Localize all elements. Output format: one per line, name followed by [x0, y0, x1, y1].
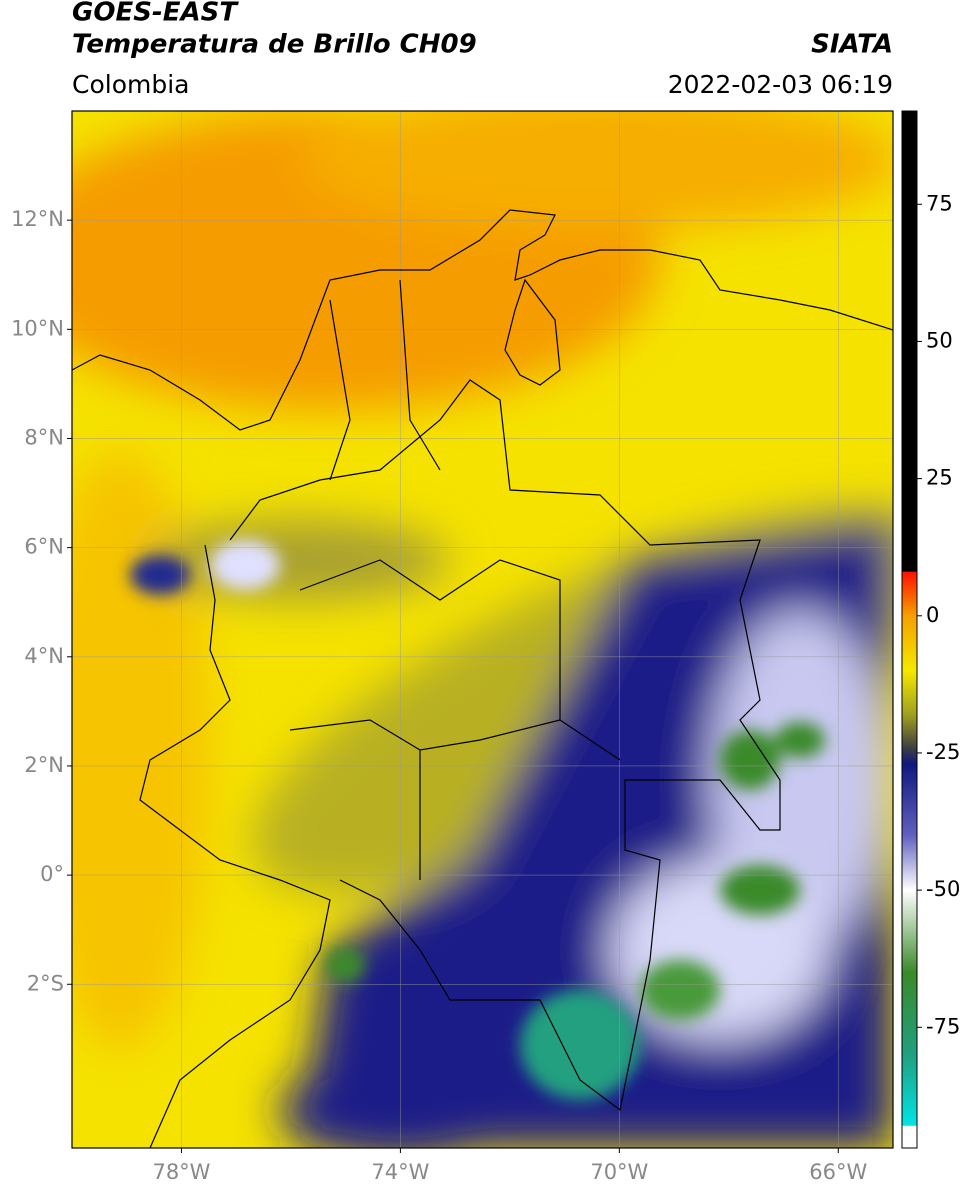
border: [229, 379, 781, 1112]
colorbar-tick-label: 75: [926, 191, 953, 215]
y-tick-label: 10°N: [11, 316, 64, 340]
colorbar: [901, 110, 918, 1149]
coastline: [72, 209, 893, 431]
lake: [504, 278, 561, 386]
datetime: 2022-02-03 06:19: [668, 70, 893, 99]
x-tick-label: 66°W: [809, 1160, 867, 1184]
x-tick-label: 70°W: [590, 1160, 648, 1184]
y-tick-label: 6°N: [24, 535, 64, 559]
title: GOES-EAST: [72, 0, 239, 28]
departments: [289, 279, 621, 880]
subtitle: Temperatura de Brillo CH09: [72, 30, 477, 60]
colorbar-tick-label: 50: [926, 328, 953, 352]
map-frame: [71, 110, 894, 1149]
y-tick-label: 8°N: [24, 425, 64, 449]
colorbar-tick-label: 25: [926, 466, 953, 490]
x-tick-label: 74°W: [371, 1160, 429, 1184]
x-tick-label: 78°W: [152, 1160, 210, 1184]
y-tick-label: 4°N: [24, 644, 64, 668]
y-tick-label: 0°: [40, 862, 64, 886]
colorbar-tick-label: -25: [926, 740, 960, 764]
satellite-image: [72, 111, 893, 1148]
y-tick-label: 2°S: [27, 971, 64, 995]
region: Colombia: [72, 70, 189, 99]
colorbar-tick-label: -75: [926, 1014, 960, 1038]
source: SIATA: [811, 30, 893, 60]
colorbar-tick-label: -50: [926, 877, 960, 901]
colorbar-tick-label: 0: [926, 603, 939, 627]
y-tick-label: 2°N: [24, 753, 64, 777]
y-tick-label: 12°N: [11, 207, 64, 231]
pacific-coast: [139, 544, 331, 1148]
